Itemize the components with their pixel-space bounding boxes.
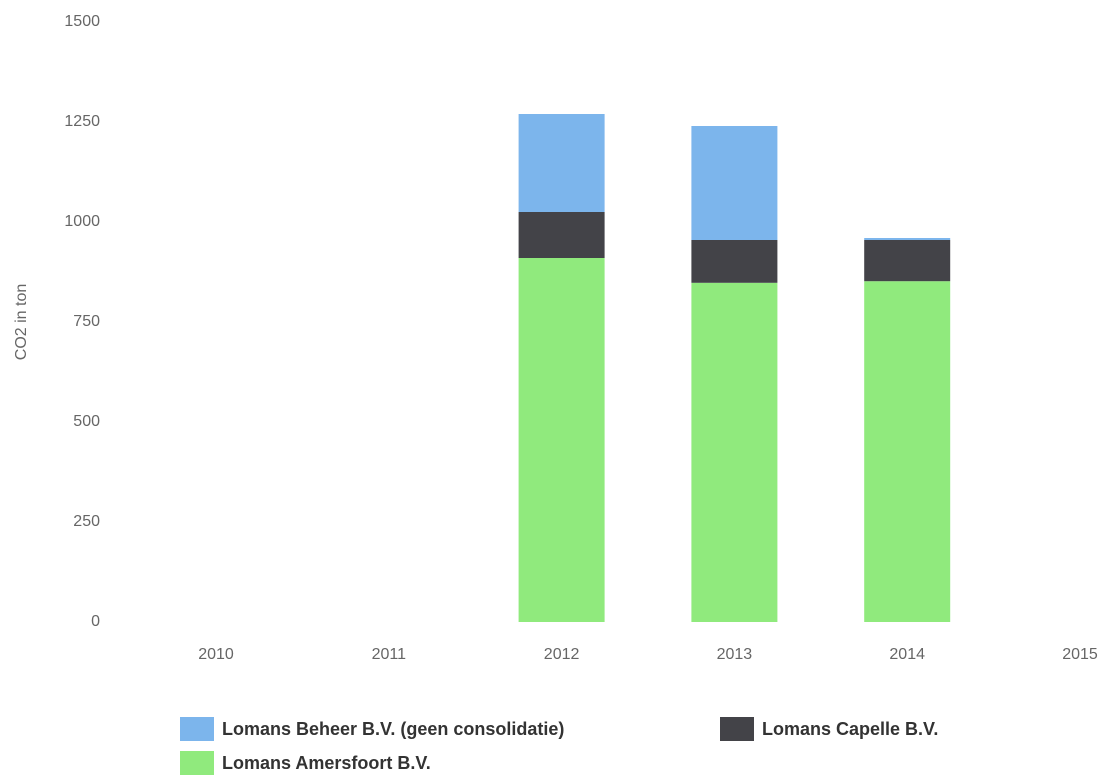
legend-swatch (720, 717, 754, 741)
legend-label: Lomans Amersfoort B.V. (222, 753, 431, 773)
x-tick-label: 2015 (1062, 646, 1098, 663)
bar-segment (518, 114, 605, 212)
bar-segment (691, 240, 778, 283)
bar-segment (691, 126, 778, 240)
y-tick-label: 1250 (64, 113, 100, 130)
x-tick-label: 2012 (544, 646, 580, 663)
x-tick-label: 2011 (372, 646, 407, 663)
legend-swatch (180, 717, 214, 741)
y-tick-label: 750 (73, 313, 100, 330)
y-axis-label: CO2 in ton (13, 284, 30, 360)
legend-label: Lomans Capelle B.V. (762, 719, 938, 739)
bar-segment (518, 212, 605, 258)
y-tick-label: 500 (73, 413, 100, 430)
bar-segment (691, 282, 778, 622)
bar-segment (864, 281, 951, 622)
bar-segment (864, 240, 951, 282)
x-tick-label: 2014 (889, 646, 925, 663)
legend-swatch (180, 751, 214, 775)
y-tick-label: 1000 (64, 213, 100, 230)
x-tick-label: 2010 (198, 646, 234, 663)
y-tick-label: 0 (91, 613, 100, 630)
bar-segment (864, 238, 951, 240)
legend-label: Lomans Beheer B.V. (geen consolidatie) (222, 719, 564, 739)
y-tick-label: 1500 (64, 13, 100, 30)
y-tick-label: 250 (73, 513, 100, 530)
bar-segment (518, 258, 605, 622)
x-tick-label: 2013 (717, 646, 753, 663)
